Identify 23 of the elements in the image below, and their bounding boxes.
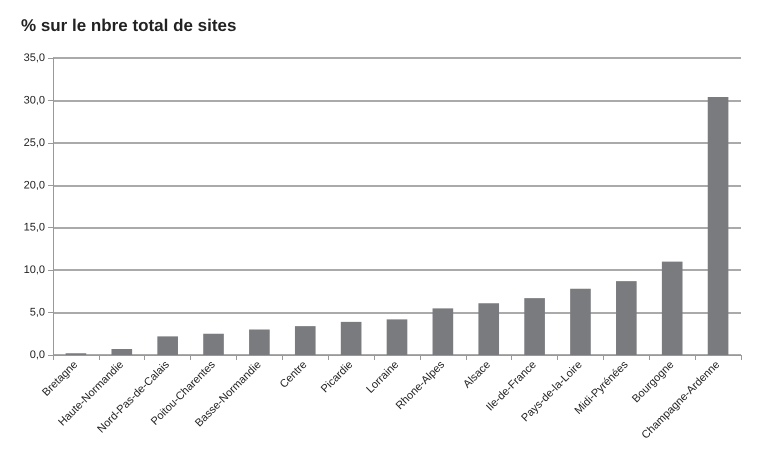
- bar: [157, 336, 178, 355]
- bar: [662, 262, 683, 355]
- y-tick-label: 25,0: [24, 136, 45, 149]
- bar: [203, 334, 224, 355]
- bar: [478, 303, 500, 355]
- bar: [432, 308, 454, 355]
- y-tick-label: 35,0: [24, 52, 45, 64]
- bar: [386, 319, 408, 355]
- bar: [294, 326, 316, 355]
- bar: [340, 322, 362, 355]
- chart-title: % sur le nbre total de sites: [21, 16, 236, 35]
- bar: [524, 298, 545, 355]
- bar: [708, 97, 728, 355]
- bar: [249, 330, 270, 355]
- y-tick-label: 15,0: [24, 222, 45, 234]
- y-tick-label: 30,0: [24, 94, 45, 106]
- y-tick-label: 0,0: [30, 349, 45, 361]
- y-tick-label: 10,0: [24, 264, 45, 276]
- bar: [616, 281, 637, 355]
- y-tick-label: 5,0: [30, 306, 45, 319]
- bar: [111, 349, 132, 355]
- y-tick-label: 20,0: [24, 179, 45, 192]
- bar: [570, 288, 591, 355]
